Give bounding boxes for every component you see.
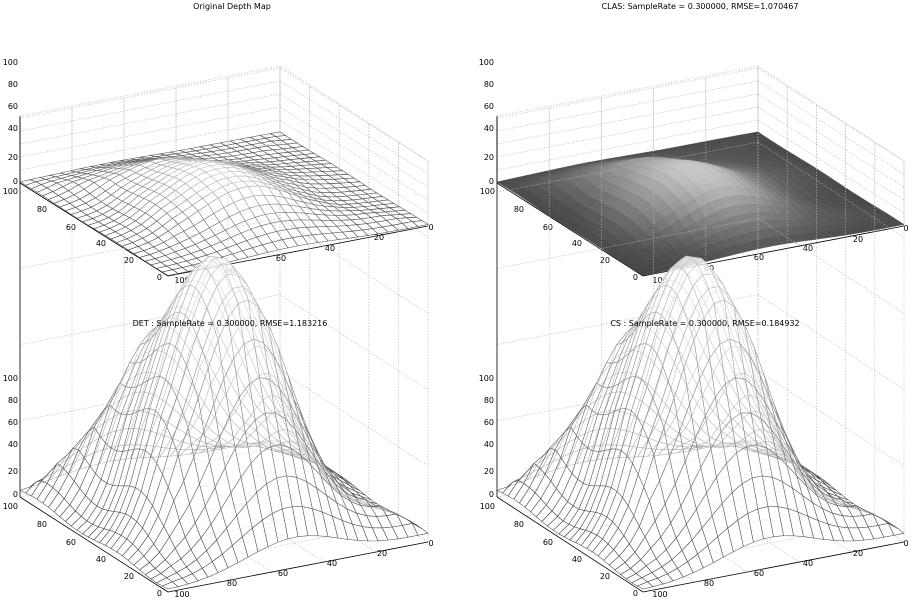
x-tick-label: 40 <box>327 559 337 568</box>
y-tick-label: 100 <box>3 502 18 511</box>
x-tick-label: 60 <box>278 569 288 578</box>
z-tick-label: 0 <box>13 177 18 186</box>
y-tick-label: 20 <box>600 572 610 581</box>
z-tick-label: 0 <box>489 490 494 499</box>
z-tick-label: 100 <box>3 374 18 383</box>
z-tick-label: 0 <box>13 490 18 499</box>
z-tick-label: 60 <box>8 102 18 111</box>
y-tick-label: 40 <box>572 555 582 564</box>
y-tick-label: 60 <box>66 538 76 547</box>
y-tick-label: 60 <box>543 223 553 232</box>
x-tick-label: 60 <box>754 569 764 578</box>
x-tick-label: 60 <box>754 253 764 262</box>
x-tick-label: 40 <box>803 559 813 568</box>
y-tick-label: 0 <box>157 589 162 598</box>
z-tick-label: 60 <box>484 102 494 111</box>
z-tick-label: 100 <box>3 58 18 67</box>
subplot-title: Original Depth Map <box>193 2 271 11</box>
x-tick-label: 20 <box>377 549 387 558</box>
z-tick-label: 20 <box>484 153 494 162</box>
z-tick-label: 80 <box>484 80 494 89</box>
y-tick-label: 20 <box>124 572 134 581</box>
y-tick-label: 40 <box>572 239 582 248</box>
z-tick-label: 20 <box>8 153 18 162</box>
z-tick-label: 80 <box>8 396 18 405</box>
x-tick-label: 20 <box>374 233 384 242</box>
y-tick-label: 60 <box>66 223 76 232</box>
y-tick-label: 80 <box>37 205 47 214</box>
z-tick-label: 40 <box>8 440 18 449</box>
z-tick-label: 60 <box>484 418 494 427</box>
z-tick-label: 0 <box>489 177 494 186</box>
y-tick-label: 80 <box>514 205 524 214</box>
y-tick-label: 100 <box>3 187 18 196</box>
z-tick-label: 80 <box>484 396 494 405</box>
x-tick-label: 0 <box>903 539 908 548</box>
x-tick-label: 100 <box>652 590 667 599</box>
subplot-title: CS : SampleRate = 0.300000, RMSE=0.18493… <box>610 319 799 328</box>
z-tick-label: 60 <box>8 418 18 427</box>
subplot-title: DET : SampleRate = 0.300000, RMSE=1.1832… <box>133 319 328 328</box>
y-tick-label: 60 <box>543 538 553 547</box>
z-tick-label: 20 <box>8 467 18 476</box>
y-tick-label: 40 <box>96 555 106 564</box>
z-tick-label: 100 <box>479 374 494 383</box>
y-tick-label: 0 <box>157 273 162 282</box>
x-tick-label: 80 <box>704 579 714 588</box>
y-tick-label: 0 <box>633 273 638 282</box>
y-tick-label: 20 <box>124 256 134 265</box>
y-tick-label: 100 <box>480 187 495 196</box>
x-tick-label: 20 <box>853 549 863 558</box>
z-tick-label: 40 <box>8 124 18 133</box>
y-tick-label: 100 <box>480 502 495 511</box>
z-tick-label: 100 <box>479 58 494 67</box>
z-tick-label: 40 <box>484 124 494 133</box>
z-tick-label: 80 <box>8 80 18 89</box>
x-tick-label: 80 <box>227 579 237 588</box>
y-tick-label: 40 <box>96 239 106 248</box>
y-tick-label: 80 <box>37 520 47 529</box>
x-tick-label: 100 <box>174 590 189 599</box>
y-tick-label: 0 <box>633 589 638 598</box>
subplot-title: CLAS: SampleRate = 0.300000, RMSE=1.0704… <box>602 2 799 11</box>
x-tick-label: 60 <box>276 254 286 263</box>
x-tick-label: 0 <box>428 539 433 548</box>
z-tick-label: 40 <box>484 440 494 449</box>
x-tick-label: 20 <box>853 235 863 244</box>
x-tick-label: 0 <box>428 223 433 232</box>
z-tick-label: 20 <box>484 467 494 476</box>
y-tick-label: 80 <box>514 520 524 529</box>
